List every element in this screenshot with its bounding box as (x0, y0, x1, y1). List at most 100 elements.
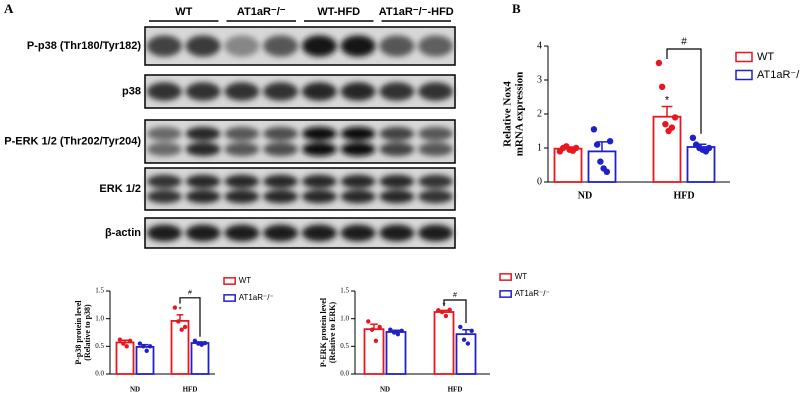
y-axis-label: P-ERK protein level (319, 297, 328, 367)
y-tick-label: 0.0 (340, 370, 349, 378)
x-tick-label: ND (380, 386, 390, 394)
band (340, 174, 376, 189)
band (379, 224, 415, 242)
blot-label: P-ERK 1/2 (Thr202/Tyr204) (4, 135, 141, 147)
y-tick-label: 2 (537, 108, 542, 119)
blot-bands (146, 126, 454, 157)
band (301, 35, 337, 57)
data-point (202, 340, 208, 346)
data-point (395, 331, 401, 337)
panel-label: B (512, 1, 521, 16)
data-point (179, 327, 184, 332)
band (379, 189, 415, 204)
legend-label: WT (239, 276, 252, 285)
data-point (196, 341, 201, 346)
significance-hash: # (188, 290, 192, 297)
band (263, 224, 299, 242)
blot-label: β-actin (105, 227, 141, 239)
band (263, 126, 299, 141)
legend-swatch (735, 69, 753, 81)
group-label: AT1aR⁻/⁻ (237, 6, 286, 18)
band (340, 224, 376, 242)
data-point (662, 121, 669, 128)
band (418, 224, 454, 242)
data-point (388, 327, 393, 332)
data-point (121, 341, 126, 346)
data-point (689, 134, 697, 141)
x-tick-label: HFD (673, 190, 694, 201)
band (379, 82, 415, 101)
bar (190, 342, 210, 375)
data-point (144, 348, 149, 353)
data-point (671, 114, 679, 121)
significance-star: * (665, 94, 670, 106)
blot-bands (146, 82, 454, 101)
y-tick-label: 0.0 (95, 370, 104, 378)
band (340, 142, 376, 157)
data-point (141, 344, 146, 349)
band (418, 82, 454, 101)
band (185, 224, 221, 242)
data-point (137, 341, 143, 346)
legend-swatch (499, 290, 512, 298)
blot-label: p38 (122, 85, 141, 97)
legend-swatch (499, 273, 512, 281)
band (146, 82, 182, 101)
blot-bands (146, 224, 454, 242)
band (224, 189, 260, 204)
data-point (176, 319, 181, 324)
band (185, 174, 221, 189)
legend-label: AT1aR⁻/⁻ (515, 289, 550, 298)
band (146, 126, 182, 141)
significance-star: * (178, 306, 181, 315)
band (340, 189, 376, 204)
band (263, 174, 299, 189)
band (146, 224, 182, 242)
data-point (469, 328, 474, 334)
legend-swatch (735, 51, 753, 63)
data-point (182, 324, 188, 330)
bar (433, 311, 455, 375)
band (185, 126, 221, 141)
band (224, 82, 260, 101)
y-tick-label: 1 (537, 142, 542, 153)
bar (587, 150, 617, 183)
blot-bands (146, 174, 454, 204)
data-point (597, 158, 604, 165)
data-point (658, 83, 666, 91)
data-point (369, 327, 375, 332)
band (418, 126, 454, 141)
data-point (443, 313, 449, 319)
y-axis-label: (Relative to p38) (83, 304, 92, 361)
band (224, 224, 260, 242)
data-point (668, 124, 676, 131)
legend-swatch (223, 294, 236, 302)
significance-bracket (666, 48, 702, 134)
bar (652, 115, 682, 183)
band (301, 142, 337, 157)
band (146, 189, 182, 204)
group-label: WT-HFD (317, 6, 360, 18)
band (340, 82, 376, 101)
y-tick-label: 3 (537, 74, 542, 85)
data-point (603, 168, 611, 175)
band (185, 82, 221, 101)
bar (363, 328, 385, 375)
x-tick-label: HFD (448, 386, 463, 394)
blot-bands (146, 35, 454, 57)
band (146, 174, 182, 189)
data-point (606, 138, 614, 145)
band (418, 142, 454, 157)
bar (686, 146, 716, 183)
data-point (655, 59, 663, 67)
band (301, 82, 337, 101)
data-point (461, 337, 467, 342)
data-point (147, 344, 153, 349)
band (185, 35, 221, 57)
band (301, 126, 337, 141)
y-tick-label: 1.0 (340, 314, 349, 322)
x-tick-label: HFD (183, 386, 198, 394)
band (224, 174, 260, 189)
band (379, 174, 415, 189)
